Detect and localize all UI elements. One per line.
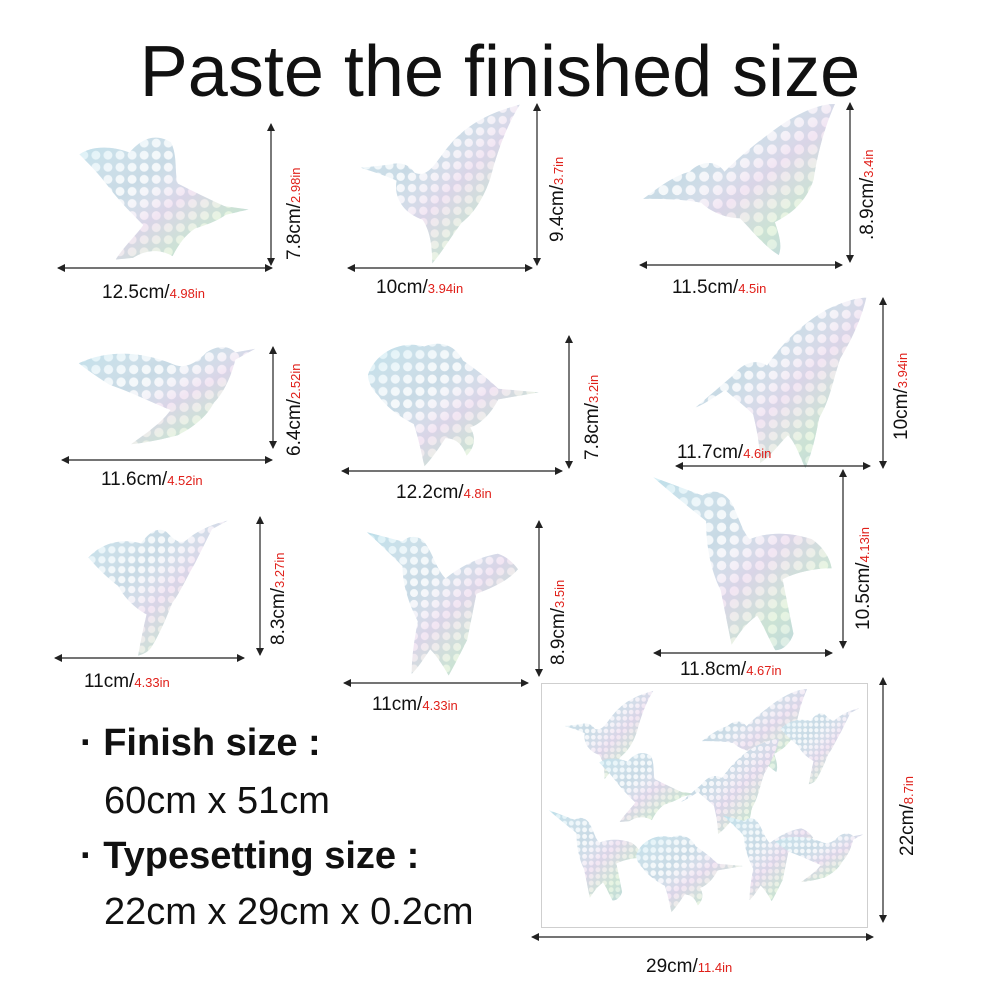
width-label-4: 11.6cm/4.52in xyxy=(101,469,203,490)
width-inch-1: 4.98in xyxy=(169,286,206,301)
height-label-8: 8.9cm/3.5in xyxy=(548,579,569,665)
width-inch-4: 4.52in xyxy=(167,473,203,488)
hummingbird-sticker-1 xyxy=(55,125,273,263)
width-label-9: 11.8cm/4.67in xyxy=(680,659,782,680)
height-inch-1: 2.98in xyxy=(288,167,303,203)
height-label-9: 10.5cm/4.13in xyxy=(853,526,874,630)
height-inch-7: 3.27in xyxy=(272,552,287,588)
finish-size-label: · Finish size : xyxy=(80,722,321,764)
height-inch-8: 3.5in xyxy=(552,579,567,608)
height-inch-5: 3.2in xyxy=(586,374,601,403)
width-inch-8: 4.33in xyxy=(422,698,458,713)
width-inch-6: 4.6in xyxy=(743,446,772,461)
width-inch-7: 4.33in xyxy=(134,675,170,690)
height-label-1: 7.8cm/2.98in xyxy=(284,167,305,260)
width-inch-9: 4.67in xyxy=(746,663,782,678)
width-inch-3: 4.5in xyxy=(738,281,767,296)
sticker-sheet-birds xyxy=(548,689,864,913)
hummingbird-sticker-3 xyxy=(640,102,840,257)
height-inch-6: 3.94in xyxy=(895,352,910,389)
width-label-7: 11cm/4.33in xyxy=(84,671,170,692)
hummingbird-sticker-9 xyxy=(640,470,845,652)
width-label-3: 11.5cm/4.5in xyxy=(672,277,767,298)
sticker-sheet xyxy=(541,683,868,928)
sheet-width-label: 29cm/11.4in xyxy=(646,956,733,977)
typesetting-size-label: · Typesetting size : xyxy=(80,835,420,877)
hummingbird-sticker-5 xyxy=(345,336,560,468)
width-inch-5: 4.8in xyxy=(463,486,492,501)
height-label-6: 10cm/3.94in xyxy=(891,352,912,440)
finish-size-value: 60cm x 51cm xyxy=(104,780,330,822)
width-label-8: 11cm/4.33in xyxy=(372,694,458,715)
width-label-2: 10cm/3.94in xyxy=(376,277,464,298)
sheet-height-inch: 8.7in xyxy=(901,776,916,805)
height-label-7: 8.3cm/3.27in xyxy=(268,552,289,645)
sheet-width-inch: 11.4in xyxy=(697,960,733,975)
height-label-3: .8.9cm/3.4in xyxy=(857,149,878,240)
hummingbird-sticker-2 xyxy=(352,103,532,265)
height-inch-9: 4.13in xyxy=(857,526,872,563)
width-label-5: 12.2cm/4.8in xyxy=(396,482,492,503)
height-inch-4: 2.52in xyxy=(288,363,303,399)
height-inch-2: 3.7in xyxy=(551,156,566,185)
typesetting-size-value: 22cm x 29cm x 0.2cm xyxy=(104,891,474,933)
page-title: Paste the finished size xyxy=(139,32,861,112)
hummingbird-sticker-8 xyxy=(345,523,540,677)
hummingbird-sticker-4 xyxy=(62,338,272,446)
height-inch-3: 3.4in xyxy=(861,149,876,178)
height-label-4: 6.4cm/2.52in xyxy=(284,363,305,456)
height-label-5: 7.8cm/3.2in xyxy=(582,374,603,460)
width-label-6: 11.7cm/4.6in xyxy=(677,442,772,463)
width-inch-2: 3.94in xyxy=(427,281,464,296)
height-label-2: 9.4cm/3.7in xyxy=(547,156,568,242)
hummingbird-sticker-7 xyxy=(60,515,256,657)
sheet-height-label: 22cm/8.7in xyxy=(897,776,918,856)
width-label-1: 12.5cm/4.98in xyxy=(102,282,206,303)
